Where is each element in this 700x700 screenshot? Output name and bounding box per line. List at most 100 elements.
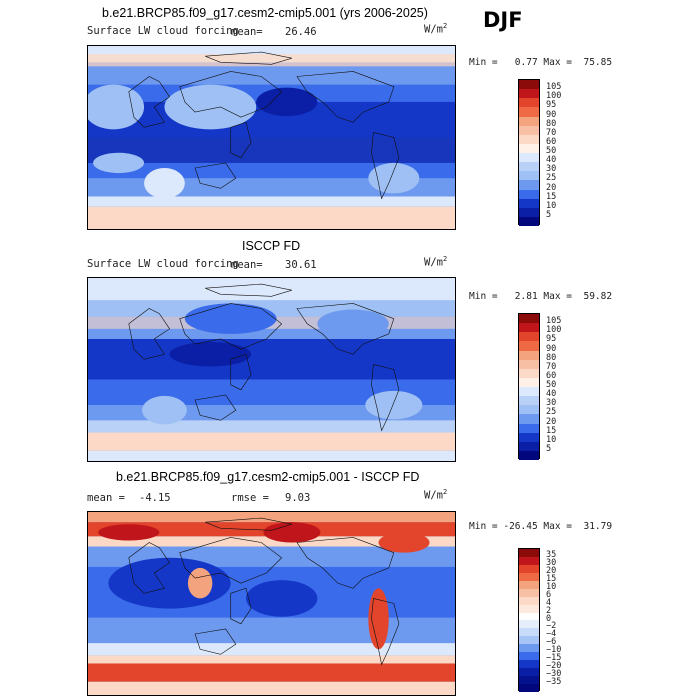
colorbar-swatch: [519, 652, 539, 661]
colorbar-tick-label: 4: [546, 597, 552, 608]
colorbar-tick-label: 100: [546, 325, 562, 336]
colorbar-tick-label: 5: [546, 443, 552, 454]
colorbar-tick-label: 25: [546, 407, 557, 418]
colorbar-swatch: [519, 405, 539, 415]
panel-2-mean-value: 30.61: [285, 259, 317, 271]
colorbar-swatch: [519, 125, 539, 135]
panel-3-map: [87, 511, 456, 696]
panel-3-max-label: Max =: [543, 521, 573, 532]
panel-1-min-max: Min = 0.77 Max = 75.85: [469, 57, 612, 68]
panel-1-unit: W/m2: [424, 22, 448, 36]
panel-2-min-value: 2.81: [514, 291, 538, 302]
colorbar-swatch: [519, 198, 539, 208]
colorbar-swatch: [519, 180, 539, 190]
colorbar-swatch: [519, 683, 539, 692]
colorbar-swatch: [519, 387, 539, 397]
colorbar-swatch: [519, 134, 539, 144]
panel-1-min-label: Min =: [469, 57, 498, 68]
panel-3-rmse-label: rmse =: [231, 492, 269, 504]
panel-3-colorbar: [518, 548, 540, 692]
panel-1-mean-label: mean=: [231, 26, 263, 38]
colorbar-swatch: [519, 441, 539, 451]
colorbar-swatch: [519, 216, 539, 226]
colorbar-swatch: [519, 414, 539, 424]
colorbar-tick-label: 10: [546, 581, 557, 592]
colorbar-swatch: [519, 628, 539, 637]
panel-1-colorbar: [518, 79, 540, 226]
panel-3-min-value: -26.45: [503, 521, 538, 532]
colorbar-swatch: [519, 171, 539, 181]
colorbar-swatch: [519, 80, 539, 90]
colorbar-swatch: [519, 350, 539, 360]
colorbar-tick-label: 95: [546, 334, 557, 345]
panel-1-title: b.e21.BRCP85.f09_g17.cesm2-cmip5.001 (yr…: [102, 6, 428, 20]
panel-3-min-max: Min = -26.45 Max = 31.79: [469, 521, 612, 532]
colorbar-tick-label: −6: [546, 637, 557, 648]
colorbar-swatch: [519, 668, 539, 676]
colorbar-tick-label: 0: [546, 613, 552, 624]
colorbar-tick-label: 30: [546, 164, 557, 175]
colorbar-swatch: [519, 620, 539, 629]
colorbar-swatch: [519, 368, 539, 378]
colorbar-tick-label: −15: [546, 653, 562, 664]
colorbar-swatch: [519, 556, 539, 565]
colorbar-tick-label: 15: [546, 191, 557, 202]
colorbar-swatch: [519, 612, 539, 621]
colorbar-swatch: [519, 359, 539, 369]
colorbar-tick-label: −35: [546, 677, 562, 688]
colorbar-tick-label: 5: [546, 209, 552, 220]
panel-2-max-value: 59.82: [583, 291, 613, 302]
panel-2-title: ISCCP FD: [242, 239, 301, 253]
colorbar-swatch: [519, 450, 539, 460]
colorbar-swatch: [519, 572, 539, 581]
panel-2-variable: Surface LW cloud forcing: [87, 258, 239, 270]
colorbar-swatch: [519, 660, 539, 669]
colorbar-swatch: [519, 432, 539, 442]
panel-1-variable: Surface LW cloud forcing: [87, 25, 239, 37]
colorbar-swatch: [519, 636, 539, 645]
colorbar-tick-label: 6: [546, 589, 552, 600]
colorbar-tick-label: 80: [546, 118, 557, 129]
panel-3-rmse-value: 9.03: [285, 492, 311, 504]
colorbar-swatch: [519, 676, 539, 684]
colorbar-swatch: [519, 644, 539, 653]
panel-1-mean-value: 26.46: [285, 26, 317, 38]
colorbar-tick-label: 20: [546, 565, 557, 576]
colorbar-tick-label: −4: [546, 629, 557, 640]
colorbar-swatch: [519, 189, 539, 199]
colorbar-tick-label: 105: [546, 316, 562, 327]
colorbar-tick-label: 30: [546, 557, 557, 568]
colorbar-tick-label: 10: [546, 200, 557, 211]
colorbar-swatch: [519, 596, 539, 605]
panel-1-map: [87, 45, 456, 230]
colorbar-tick-label: 30: [546, 398, 557, 409]
colorbar-swatch: [519, 153, 539, 163]
colorbar-tick-label: 20: [546, 416, 557, 427]
colorbar-swatch: [519, 207, 539, 217]
season-label: DJF: [483, 8, 523, 32]
colorbar-tick-label: −2: [546, 621, 557, 632]
colorbar-tick-label: 20: [546, 182, 557, 193]
panel-3-title: b.e21.BRCP85.f09_g17.cesm2-cmip5.001 - I…: [116, 470, 420, 484]
panel-2-min-max: Min = 2.81 Max = 59.82: [469, 291, 612, 302]
colorbar-tick-label: 40: [546, 389, 557, 400]
colorbar-tick-label: 15: [546, 573, 557, 584]
panel-3-mean-label: mean =: [87, 492, 125, 504]
colorbar-tick-label: 90: [546, 109, 557, 120]
colorbar-tick-label: −20: [546, 661, 562, 672]
colorbar-tick-label: 70: [546, 361, 557, 372]
panel-2-colorbar: [518, 313, 540, 460]
colorbar-tick-label: 25: [546, 173, 557, 184]
colorbar-tick-label: 15: [546, 425, 557, 436]
colorbar-swatch: [519, 580, 539, 589]
colorbar-tick-label: 90: [546, 343, 557, 354]
colorbar-swatch: [519, 549, 539, 557]
colorbar-tick-label: 95: [546, 100, 557, 111]
panel-3-min-label: Min =: [469, 521, 498, 532]
colorbar-swatch: [519, 162, 539, 172]
colorbar-swatch: [519, 143, 539, 153]
colorbar-tick-label: 70: [546, 127, 557, 138]
panel-1-min-value: 0.77: [514, 57, 538, 68]
colorbar-swatch: [519, 116, 539, 126]
colorbar-swatch: [519, 423, 539, 433]
